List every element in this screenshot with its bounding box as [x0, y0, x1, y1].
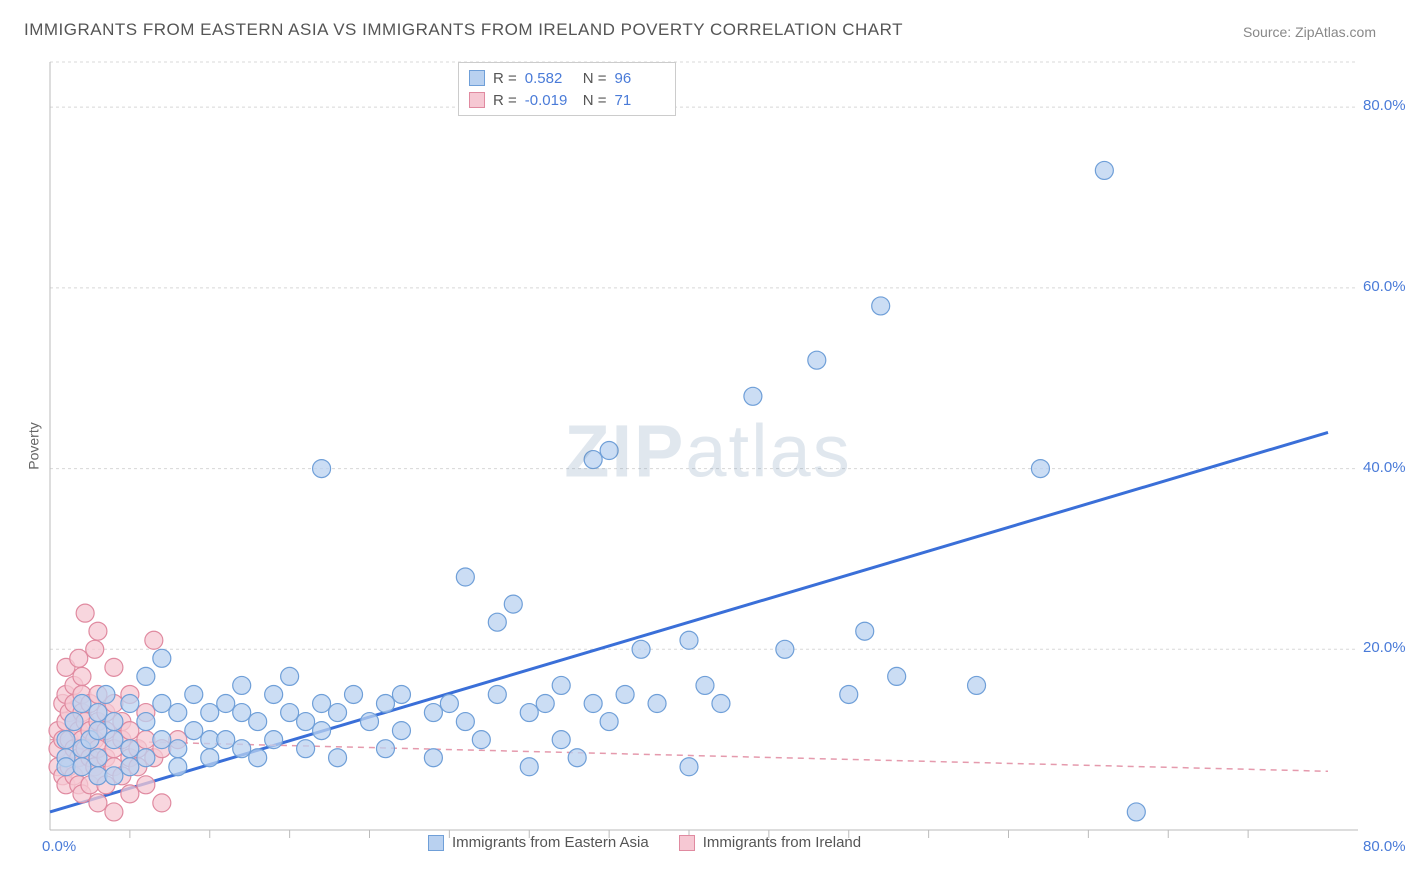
tick-label: 80.0% [1363, 97, 1406, 114]
tick-label: 80.0% [1363, 838, 1406, 855]
source-label: Source: [1243, 24, 1291, 40]
legend-swatch [428, 835, 444, 851]
source-name: ZipAtlas.com [1295, 24, 1376, 40]
source-attribution: Source: ZipAtlas.com [1243, 24, 1376, 40]
tick-label: 40.0% [1363, 459, 1406, 476]
tick-label: 0.0% [42, 838, 76, 855]
bottom-legend: Immigrants from Eastern Asia Immigrants f… [428, 834, 861, 851]
legend-swatch [469, 70, 485, 86]
scatter-plot-svg [48, 60, 1368, 850]
legend-swatch [469, 92, 485, 108]
legend-item: Immigrants from Eastern Asia [428, 834, 649, 851]
legend-stats-row: R =-0.019N =71 [469, 89, 665, 111]
legend-label: Immigrants from Ireland [703, 834, 861, 851]
tick-label: 60.0% [1363, 278, 1406, 295]
y-axis-label: Poverty [26, 422, 42, 469]
legend-swatch [679, 835, 695, 851]
legend-label: Immigrants from Eastern Asia [452, 834, 649, 851]
plot-area: ZIPatlas R =0.582N =96R =-0.019N =71 Imm… [48, 60, 1368, 850]
legend-item: Immigrants from Ireland [679, 834, 861, 851]
legend-stats-box: R =0.582N =96R =-0.019N =71 [458, 62, 676, 116]
legend-stats-row: R =0.582N =96 [469, 67, 665, 89]
tick-label: 20.0% [1363, 639, 1406, 656]
chart-title: IMMIGRANTS FROM EASTERN ASIA VS IMMIGRAN… [24, 20, 903, 40]
